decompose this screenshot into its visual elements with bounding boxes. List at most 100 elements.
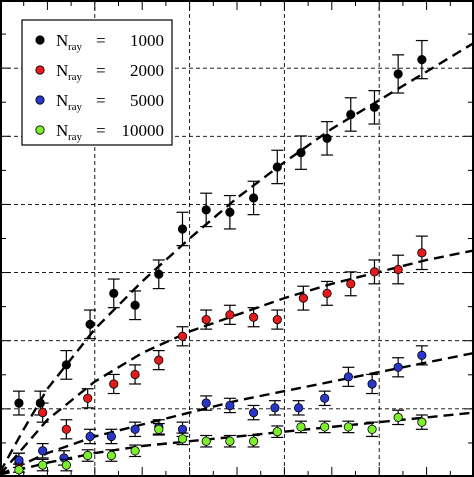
- data-point-5000: [366, 373, 379, 395]
- data-point-1000: [12, 390, 25, 416]
- data-point-2000: [200, 309, 213, 330]
- marker: [272, 162, 282, 172]
- marker: [322, 288, 332, 298]
- marker: [61, 460, 71, 470]
- marker: [367, 424, 377, 434]
- marker: [417, 248, 427, 258]
- marker: [225, 310, 235, 320]
- data-point-5000: [318, 390, 331, 407]
- marker: [248, 193, 259, 203]
- legend-label-equals: =: [96, 121, 106, 140]
- data-point-2000: [223, 304, 236, 325]
- data-point-10000: [415, 414, 428, 430]
- data-point-5000: [392, 357, 405, 378]
- legend-box: [21, 19, 173, 146]
- data-point-2000: [271, 309, 284, 330]
- legend-marker: [35, 125, 45, 135]
- legend-label-equals: =: [96, 61, 106, 80]
- legend-label-equals: =: [96, 31, 106, 50]
- marker: [14, 455, 24, 465]
- marker: [177, 424, 188, 434]
- marker: [248, 436, 259, 446]
- marker: [393, 412, 403, 422]
- marker: [225, 436, 235, 446]
- data-point-2000: [415, 235, 428, 271]
- legend-label-prefix: N: [56, 121, 68, 140]
- legend-label-prefix: N: [56, 31, 68, 50]
- fit-curve-1000: [0, 41, 474, 473]
- data-point-10000: [129, 444, 142, 458]
- marker: [61, 424, 71, 434]
- marker: [109, 288, 119, 298]
- data-point-1000: [294, 135, 307, 170]
- legend-marker: [35, 35, 45, 45]
- data-point-1000: [129, 290, 142, 321]
- data-point-1000: [344, 97, 357, 132]
- data-point-1000: [176, 211, 189, 247]
- marker: [61, 360, 71, 370]
- marker: [296, 148, 306, 158]
- legend-label-subscript: ray: [68, 101, 83, 113]
- legend-marker: [35, 65, 45, 75]
- marker: [201, 205, 211, 215]
- data-point-1000: [200, 192, 213, 228]
- marker: [83, 450, 93, 461]
- data-point-5000: [268, 400, 281, 416]
- data-point-10000: [36, 458, 49, 472]
- data-point-1000: [152, 259, 165, 290]
- data-point-5000: [105, 428, 118, 445]
- marker: [201, 436, 211, 446]
- marker: [393, 69, 403, 79]
- data-point-10000: [176, 432, 189, 446]
- marker: [130, 300, 140, 310]
- marker: [343, 422, 353, 432]
- data-point-2000: [129, 364, 142, 385]
- marker: [320, 422, 330, 432]
- data-point-2000: [176, 326, 189, 347]
- marker: [38, 460, 48, 470]
- fit-curve-5000: [0, 351, 474, 476]
- marker: [367, 379, 377, 389]
- legend-marker: [35, 95, 45, 105]
- marker: [343, 372, 353, 382]
- marker: [130, 424, 140, 434]
- marker: [177, 331, 188, 341]
- data-point-10000: [342, 420, 355, 434]
- fit-curve-10000: [0, 411, 474, 476]
- marker: [272, 314, 282, 325]
- marker: [106, 431, 116, 442]
- data-point-2000: [36, 402, 49, 423]
- data-point-5000: [84, 428, 97, 445]
- data-point-5000: [247, 404, 260, 421]
- data-point-10000: [105, 449, 118, 462]
- data-points: [12, 39, 428, 477]
- marker: [393, 264, 403, 275]
- data-point-10000: [60, 458, 73, 472]
- marker: [177, 224, 188, 234]
- marker: [369, 267, 380, 277]
- marker: [38, 446, 48, 456]
- data-point-1000: [223, 194, 236, 230]
- marker: [417, 350, 427, 360]
- data-point-5000: [129, 421, 142, 438]
- marker: [272, 427, 282, 437]
- marker: [154, 424, 164, 434]
- marker: [154, 355, 164, 365]
- data-point-1000: [60, 349, 73, 380]
- data-point-10000: [247, 434, 260, 448]
- data-point-10000: [223, 434, 236, 448]
- data-point-1000: [392, 54, 405, 94]
- marker: [130, 369, 140, 380]
- data-point-1000: [321, 121, 334, 156]
- legend-label-prefix: N: [56, 91, 68, 110]
- data-point-2000: [344, 271, 357, 297]
- legend-label-value: 5000: [130, 91, 164, 110]
- legend-label-value: 2000: [130, 61, 164, 80]
- marker: [14, 398, 24, 408]
- marker: [109, 379, 119, 389]
